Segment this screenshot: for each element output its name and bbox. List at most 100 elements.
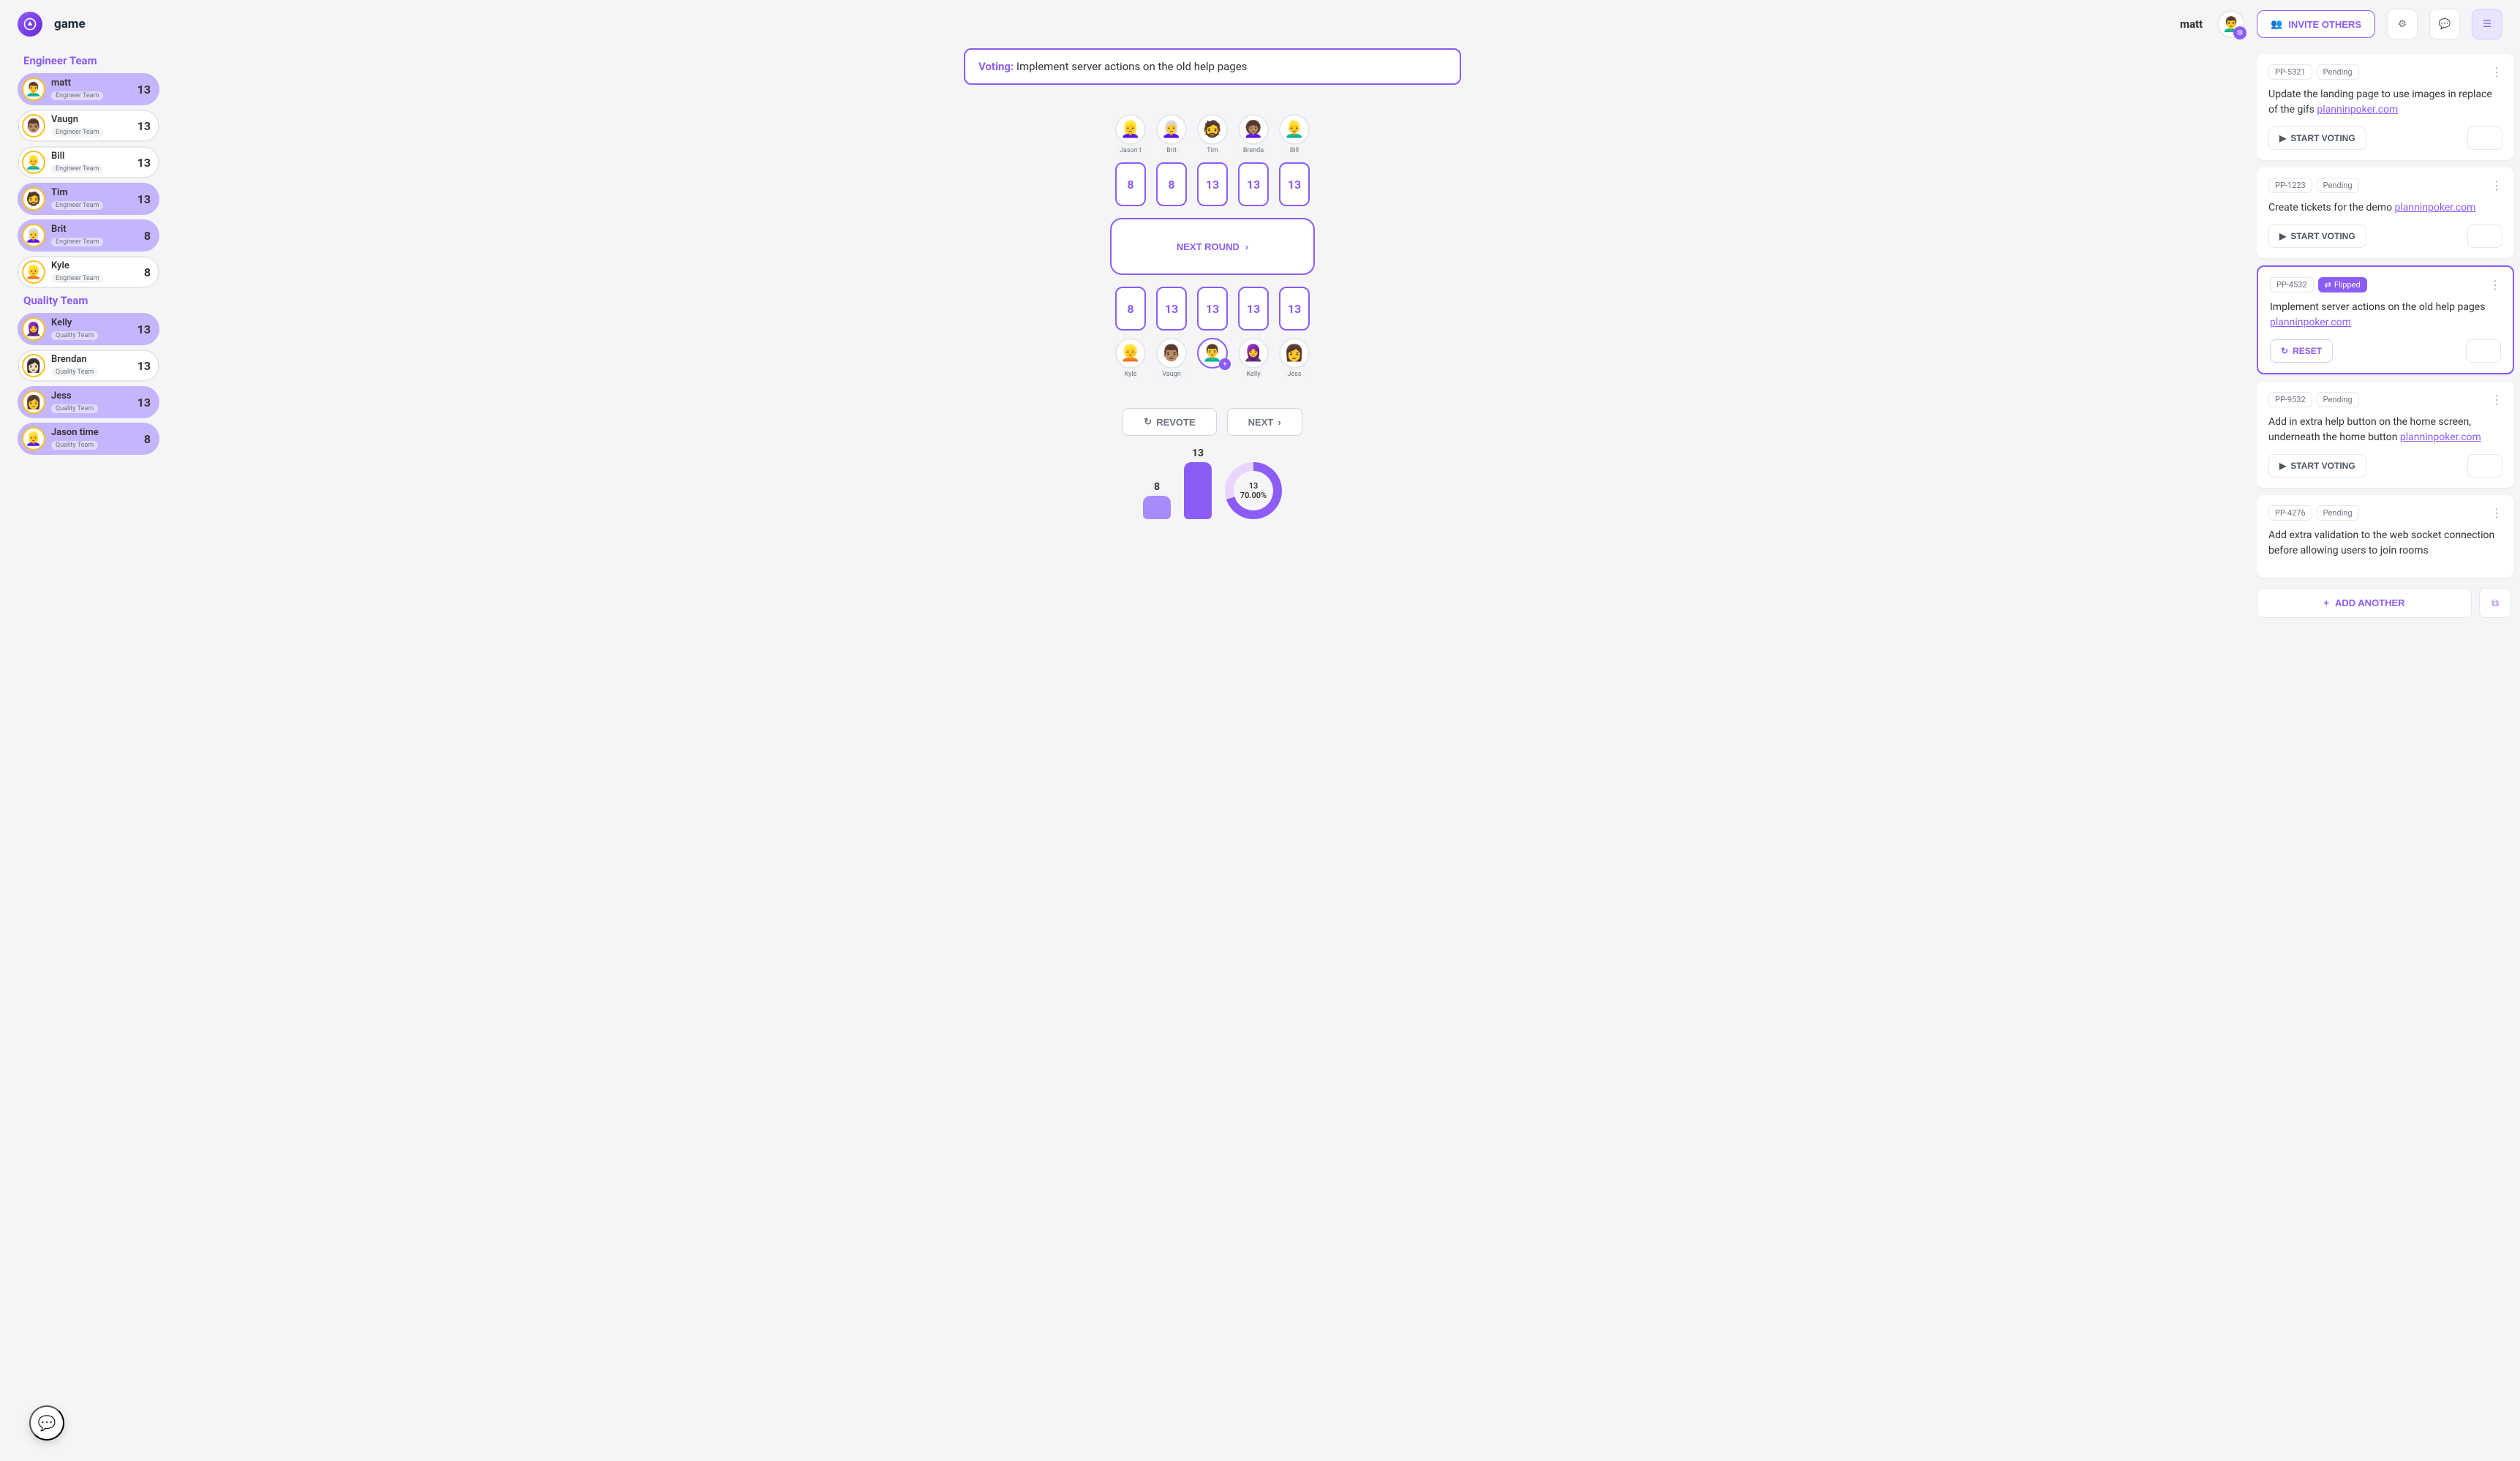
refresh-icon: ↻ xyxy=(1144,416,1152,428)
player-card[interactable]: 👩‍🦳 Brit Engineer Team 8 xyxy=(18,219,159,252)
ticket-menu-button[interactable]: ⋮ xyxy=(2489,278,2501,292)
seat-name: Kyle xyxy=(1120,370,1142,379)
people-icon: 👥 xyxy=(2271,18,2282,30)
player-team-badge: Quality Team xyxy=(51,404,98,413)
player-score: 13 xyxy=(137,192,151,206)
player-card[interactable]: 👱‍♂️ Bill Engineer Team 13 xyxy=(18,146,159,178)
start-voting-button[interactable]: ▶ START VOTING xyxy=(2268,224,2366,248)
player-avatar: 🧕 xyxy=(22,317,45,341)
play-icon: ▶ xyxy=(2279,231,2286,241)
plus-icon: + xyxy=(2323,597,2329,608)
add-another-button[interactable]: + ADD ANOTHER xyxy=(2257,588,2472,618)
seat-name: Jess xyxy=(1283,370,1305,379)
player-card[interactable]: 🧔 Tim Engineer Team 13 xyxy=(18,183,159,215)
refresh-icon: ↻ xyxy=(2281,346,2288,356)
player-score: 8 xyxy=(144,265,151,279)
ticket-menu-button[interactable]: ⋮ xyxy=(2491,178,2502,192)
start-voting-button[interactable]: ▶ START VOTING xyxy=(2268,454,2366,477)
seat: 🧔Tim xyxy=(1197,114,1228,155)
seat-name: Vaugn xyxy=(1158,370,1185,379)
stat-donut: 13 70.00% xyxy=(1225,462,1282,519)
ticket-link[interactable]: planninpoker.com xyxy=(2270,317,2351,328)
chevron-right-icon: › xyxy=(1278,417,1280,428)
ticket-link[interactable]: planninpoker.com xyxy=(2395,202,2476,214)
ticket-link[interactable]: planninpoker.com xyxy=(2317,104,2398,116)
score-input[interactable] xyxy=(2467,127,2502,150)
player-name: Tim xyxy=(51,188,132,198)
sidebar: Engineer Team 👨‍🦱 matt Engineer Team 13 … xyxy=(0,48,168,1461)
vote-card: 8 xyxy=(1115,287,1146,331)
user-avatar[interactable]: 👨‍🦱 ⚙ xyxy=(2217,10,2245,38)
ticket-card[interactable]: PP-1223 Pending ⋮ Create tickets for the… xyxy=(2257,167,2514,258)
seat-name: Brenda xyxy=(1239,146,1268,155)
header: game matt 👨‍🦱 ⚙ 👥 INVITE OTHERS ⚙ 💬 ☰ xyxy=(0,0,2520,48)
player-name: matt xyxy=(51,78,132,88)
invite-button[interactable]: 👥 INVITE OTHERS xyxy=(2257,10,2375,38)
player-name: Kyle xyxy=(51,261,138,271)
player-avatar: 👱‍♂️ xyxy=(22,151,45,174)
settings-button[interactable]: ⚙ xyxy=(2387,9,2418,39)
list-button[interactable]: ☰ xyxy=(2472,9,2502,39)
player-score: 13 xyxy=(137,359,151,373)
player-name: Jess xyxy=(51,391,132,401)
ticket-card[interactable]: PP-9532 Pending ⋮ Add in extra help butt… xyxy=(2257,382,2514,488)
player-avatar: 👩🏻 xyxy=(22,354,45,377)
seat-avatar: 👩‍🦳 xyxy=(1156,114,1187,145)
score-input[interactable] xyxy=(2466,339,2501,363)
voting-text: Implement server actions on the old help… xyxy=(1016,60,1247,73)
player-team-badge: Engineer Team xyxy=(51,128,103,137)
player-card[interactable]: 👩🏻 Brendan Quality Team 13 xyxy=(18,350,159,382)
player-score: 13 xyxy=(137,119,151,133)
player-card[interactable]: 👨🏽 Vaugn Engineer Team 13 xyxy=(18,110,159,142)
player-card[interactable]: 👱 Kyle Engineer Team 8 xyxy=(18,256,159,288)
ticket-id-badge: PP-9532 xyxy=(2268,392,2312,407)
revote-button[interactable]: ↻ REVOTE xyxy=(1123,408,1216,436)
player-name: Brit xyxy=(51,224,138,235)
seat-name: Bill xyxy=(1286,146,1303,155)
stat-bar: 8 xyxy=(1143,481,1171,519)
start-voting-button[interactable]: ▶ START VOTING xyxy=(2268,127,2366,150)
seat: 👱‍♀️Jason t xyxy=(1115,114,1146,155)
reset-button[interactable]: ↻ RESET xyxy=(2270,339,2333,363)
ticket-card[interactable]: PP-5321 Pending ⋮ Update the landing pag… xyxy=(2257,54,2514,160)
ticket-menu-button[interactable]: ⋮ xyxy=(2491,65,2502,79)
seat: 👱Kyle xyxy=(1115,338,1146,379)
player-card[interactable]: 👨‍🦱 matt Engineer Team 13 xyxy=(18,73,159,105)
player-score: 13 xyxy=(137,322,151,336)
bulk-add-button[interactable]: ⧉ xyxy=(2479,588,2511,618)
chat-fab[interactable]: 💬 xyxy=(29,1405,64,1441)
player-score: 13 xyxy=(137,396,151,409)
reaction-icon: + xyxy=(1219,358,1231,370)
player-score: 8 xyxy=(144,229,151,243)
score-input[interactable] xyxy=(2467,224,2502,248)
seat-name: Tim xyxy=(1202,146,1222,155)
chat-button[interactable]: 💬 xyxy=(2429,9,2460,39)
ticket-card[interactable]: PP-4276 Pending ⋮ Add extra validation t… xyxy=(2257,495,2514,578)
player-avatar: 👨‍🦱 xyxy=(22,78,45,101)
player-avatar: 👩‍🦳 xyxy=(22,224,45,247)
seat: 🧕Kelly xyxy=(1238,338,1269,379)
player-name: Vaugn xyxy=(51,115,132,125)
status-badge: Pending xyxy=(2317,178,2359,193)
play-icon: ▶ xyxy=(2279,461,2286,471)
player-card[interactable]: 👱‍♀️ Jason time Quality Team 8 xyxy=(18,423,159,455)
flip-icon: ⇄ xyxy=(2325,280,2331,290)
player-score: 13 xyxy=(137,83,151,97)
vote-card: 8 xyxy=(1156,162,1187,206)
ticket-menu-button[interactable]: ⋮ xyxy=(2491,393,2502,407)
ticket-link[interactable]: planninpoker.com xyxy=(2400,431,2481,443)
seat-avatar: 👱‍♀️ xyxy=(1115,114,1146,145)
ticket-menu-button[interactable]: ⋮ xyxy=(2491,506,2502,520)
next-round-button[interactable]: NEXT ROUND › xyxy=(1110,218,1315,275)
player-card[interactable]: 🧕 Kelly Quality Team 13 xyxy=(18,313,159,345)
vote-card: 13 xyxy=(1197,162,1228,206)
seat: 👨‍🦱+ xyxy=(1197,338,1228,379)
player-card[interactable]: 👩 Jess Quality Team 13 xyxy=(18,386,159,418)
tickets-panel: PP-5321 Pending ⋮ Update the landing pag… xyxy=(2257,48,2520,1461)
ticket-card[interactable]: PP-4532 ⇄ Flipped ⋮ Implement server act… xyxy=(2257,265,2514,374)
vote-stats: 8 13 13 70.00% xyxy=(1143,448,1282,519)
score-input[interactable] xyxy=(2467,454,2502,477)
next-button[interactable]: NEXT › xyxy=(1227,408,1302,436)
ticket-text: Add in extra help button on the home scr… xyxy=(2268,415,2502,445)
player-name: Brendan xyxy=(51,355,132,365)
